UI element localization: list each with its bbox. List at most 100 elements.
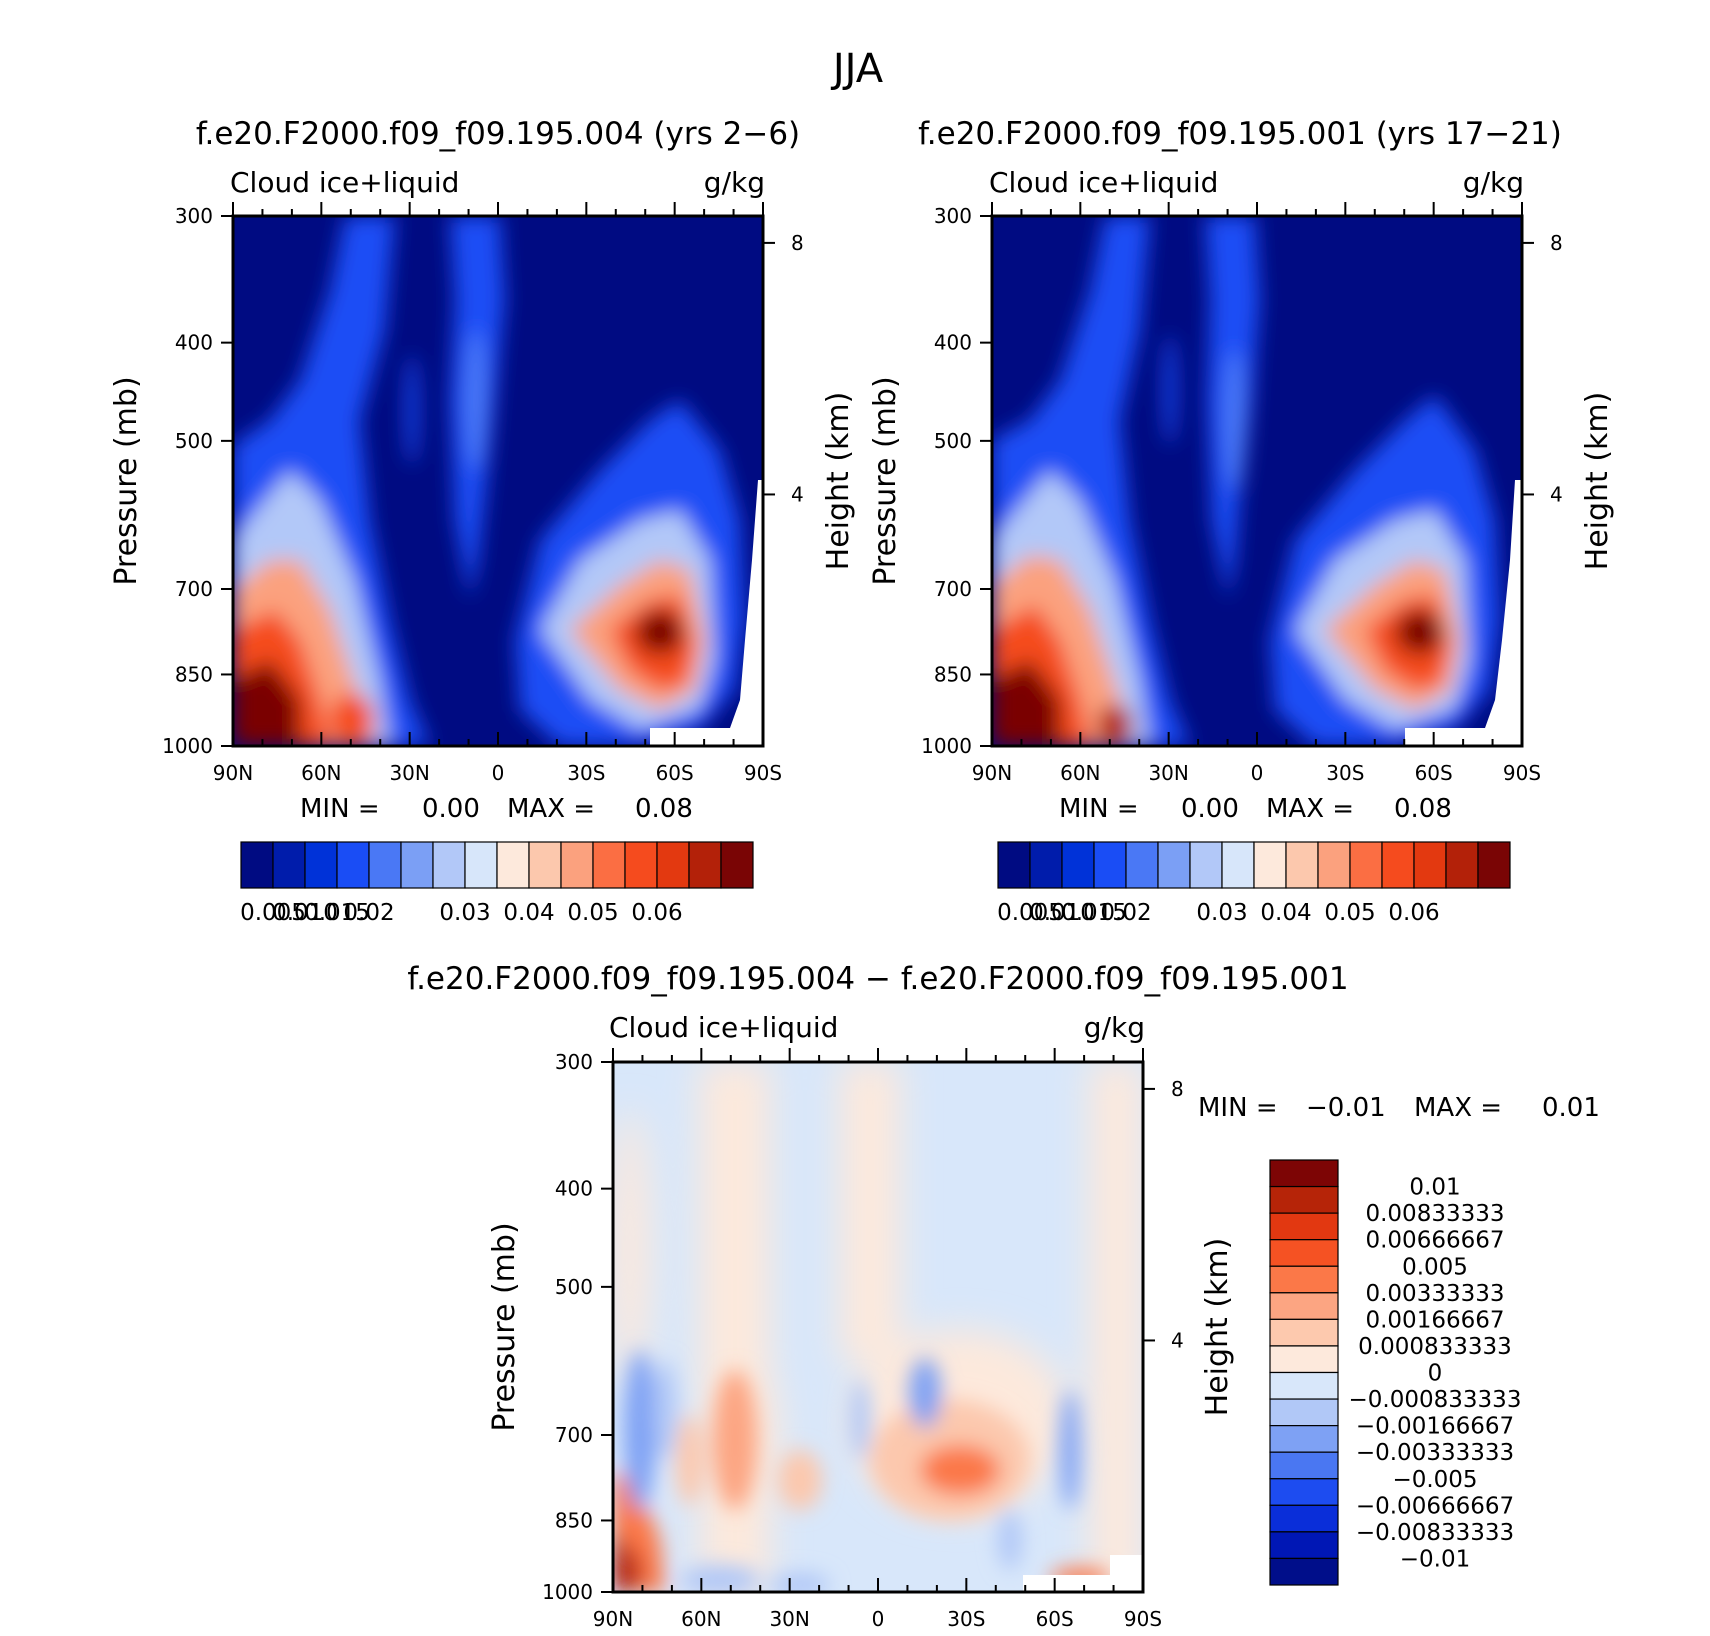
colorbar-swatch-diff-5 [1269,1292,1339,1320]
y2-tick-label-diff-1: 4 [1171,1328,1184,1352]
y-tick-label-left-1: 400 [175,331,213,355]
colorbar-label-right-1: 0.010 [1029,900,1095,926]
ylabel-diff: Pressure (mb) [487,1222,522,1431]
x-tick-label-left-1: 60N [301,761,341,785]
min-value-left: 0.00 [422,794,480,824]
y-tick-label-right-0: 300 [934,204,972,228]
colorbar-label-left-7: 0.06 [631,900,682,926]
y2-tick-label-diff-0: 8 [1171,1077,1184,1101]
colorbar-label-left-2: 0.015 [304,900,370,926]
y-tick-label-left-3: 700 [175,577,213,601]
y-tick-label-left-2: 500 [175,429,213,453]
colorbar-swatch-diff-13 [1269,1504,1339,1533]
colorbar-label-diff-10: −0.00333333 [1356,1440,1514,1466]
heatmap-field-diff [613,1062,1143,1592]
x-tick-label-diff-5: 60S [1036,1607,1074,1631]
colorbar-label-diff-14: −0.01 [1400,1546,1470,1572]
panel-left-units: g/kg [704,166,765,199]
colorbar-swatch-right-15 [1477,841,1511,889]
ylabel-right-right: Height (km) [1580,392,1615,571]
y-tick-label-diff-1: 400 [555,1177,593,1201]
colorbar-swatch-right-13 [1413,841,1447,889]
x-tick-label-left-4: 30S [567,761,605,785]
panel-left: f.e20.F2000.f09_f09.195.004 (yrs 2−6) Cl… [109,116,856,926]
y2-tick-label-right-1: 4 [1550,482,1563,506]
colorbar-label-diff-9: −0.00166667 [1356,1414,1514,1440]
colorbar-swatch-left-4 [368,841,402,889]
x-tick-label-right-2: 30N [1148,761,1188,785]
colorbar-swatch-diff-4 [1269,1265,1339,1294]
x-tick-label-right-5: 60S [1415,761,1453,785]
y-tick-label-right-1: 400 [934,331,972,355]
max-value-right: 0.08 [1394,794,1452,824]
colorbar-swatch-right-2 [1061,841,1095,889]
panel-right-variable: Cloud ice+liquid [989,166,1218,199]
x-tick-label-left-6: 90S [744,761,782,785]
max-label-left: MAX = [507,794,595,824]
min-value-diff: −0.01 [1306,1093,1386,1123]
colorbar-swatch-diff-15 [1269,1557,1339,1586]
x-tick-label-diff-0: 90N [593,1607,633,1631]
colorbar-label-diff-8: −0.000833333 [1349,1387,1522,1413]
panel-right-title: f.e20.F2000.f09_f09.195.001 (yrs 17−21) [918,116,1562,152]
colorbar-label-diff-7: 0 [1428,1361,1443,1387]
colorbar-label-right-7: 0.06 [1388,900,1439,926]
y-tick-label-diff-5: 1000 [542,1580,593,1604]
ylabel-right: Pressure (mb) [868,376,903,585]
min-label-diff: MIN = [1198,1093,1278,1123]
axes-right: 300 400 500 700 850 1000 8 4 90N 60N 30N 0 30S 60S 90S [921,202,1563,785]
x-tick-label-diff-1: 60N [681,1607,721,1631]
colorbar-label-diff-3: 0.005 [1402,1254,1468,1280]
colorbar-swatch-diff-0 [1269,1159,1339,1188]
colorbar-swatch-right-11 [1349,841,1383,889]
x-tick-label-right-4: 30S [1326,761,1364,785]
min-label-right: MIN = [1059,794,1139,824]
colorbar-label-diff-13: −0.00833333 [1356,1520,1514,1546]
colorbar-swatch-right-7 [1221,841,1255,889]
colorbar-swatch-right-10 [1317,841,1351,889]
colorbar-swatch-left-8 [496,841,530,889]
colorbar-swatch-right-12 [1381,841,1415,889]
colorbar-swatch-diff-6 [1269,1318,1339,1347]
colorbar-swatch-diff-11 [1269,1451,1339,1480]
colorbar-label-right-6: 0.05 [1324,900,1375,926]
colorbar-swatch-right-3 [1093,841,1127,889]
y-tick-label-left-4: 850 [175,662,213,686]
minmax-diff: MIN = −0.01 MAX = 0.01 [1198,1093,1600,1123]
colorbar-swatch-left-0 [240,841,274,889]
panel-diff-title: f.e20.F2000.f09_f09.195.004 − f.e20.F200… [407,961,1348,997]
y2-tick-label-left-1: 4 [791,482,804,506]
axes-left: 300 400 500 700 850 1000 8 4 90N 60N 30N 0 30S 60S 90S [162,202,804,785]
colorbar-label-right-5: 0.04 [1260,900,1311,926]
colorbar-swatch-left-9 [528,841,562,889]
panel-right-units: g/kg [1463,166,1524,199]
colorbar-swatch-left-7 [464,841,498,889]
panel-right: f.e20.F2000.f09_f09.195.001 (yrs 17−21) … [868,116,1615,926]
colorbar-label-right-4: 0.03 [1196,900,1247,926]
colorbar-swatch-diff-7 [1269,1345,1339,1374]
colorbar-swatch-left-5 [400,841,434,889]
x-tick-label-left-0: 90N [213,761,253,785]
colorbar-label-right-0: 0.005 [997,900,1063,926]
colorbar-label-right-3: 0.02 [1100,900,1151,926]
ylabel-left: Pressure (mb) [109,376,144,585]
colorbar-swatch-right-9 [1285,841,1319,889]
colorbar-swatch-left-11 [592,841,626,889]
x-tick-label-right-3: 0 [1251,761,1264,785]
y2-tick-label-right-0: 8 [1550,231,1563,255]
colorbar-swatch-diff-14 [1269,1531,1339,1560]
colorbar-label-diff-12: −0.00666667 [1356,1493,1514,1519]
y-tick-label-left-0: 300 [175,204,213,228]
colorbar-swatch-right-8 [1253,841,1287,889]
heatmap-field-left [233,216,763,746]
y-tick-label-diff-4: 850 [555,1508,593,1532]
y-tick-label-diff-2: 500 [555,1275,593,1299]
colorbar-swatch-diff-9 [1269,1398,1339,1427]
figure-title: JJA [830,46,884,92]
x-tick-label-right-6: 90S [1503,761,1541,785]
colorbar-swatch-left-10 [560,841,594,889]
colorbar-label-diff-6: 0.000833333 [1358,1334,1512,1360]
colorbar-label-left-3: 0.02 [343,900,394,926]
